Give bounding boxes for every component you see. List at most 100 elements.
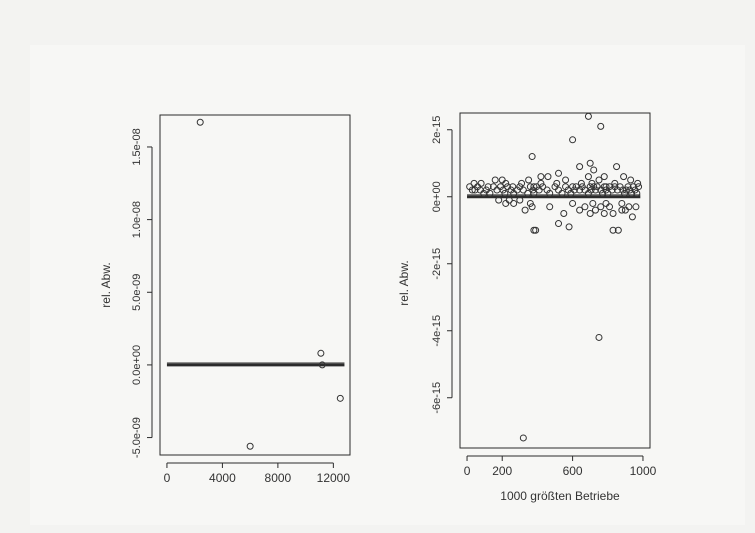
right-data-point [576, 163, 584, 171]
right-data-point [530, 183, 538, 191]
left-x-tick-label: 4000 [209, 471, 236, 485]
right-data-point [588, 179, 596, 187]
right-data-point [590, 166, 598, 174]
left-x-tick-label: 0 [164, 471, 171, 485]
right-data-point [569, 183, 577, 191]
left-data-point [246, 442, 254, 450]
right-data-point [619, 186, 627, 194]
right-data-point [635, 183, 643, 191]
right-data-point [555, 220, 563, 228]
right-x-axis-title: 1000 größten Betriebe [500, 489, 620, 503]
right-data-point [486, 189, 494, 197]
right-data-point [633, 189, 641, 197]
right-data-point [597, 122, 605, 130]
right-data-point [586, 183, 594, 191]
left-data-point [196, 118, 204, 126]
left-data-point [336, 394, 344, 402]
right-data-point [560, 210, 568, 217]
right-data-point [570, 186, 578, 194]
left-x-tick-label: 12000 [317, 471, 351, 485]
right-data-point [553, 179, 561, 187]
right-data-point [591, 186, 599, 194]
right-data-point [618, 206, 626, 214]
left-data-point [318, 361, 326, 369]
right-data-point [602, 183, 610, 191]
right-data-point [586, 159, 594, 167]
right-data-point [589, 199, 597, 207]
left-x-tick-label: 8000 [265, 471, 292, 485]
right-data-point [546, 203, 554, 211]
right-data-point [519, 434, 527, 442]
left-y-tick-label: 0.0e+00 [131, 345, 143, 385]
right-data-point [576, 206, 584, 214]
right-data-points [466, 112, 643, 442]
right-data-point [509, 183, 517, 191]
right-data-point [624, 183, 632, 191]
right-data-point [537, 179, 545, 187]
paper-area [30, 45, 745, 525]
right-data-point [618, 199, 626, 207]
right-data-point [491, 176, 499, 184]
right-data-point [562, 176, 570, 184]
right-y-axis: -6e-15 -4e-15 -2e-15 0e+00 2e-15 [431, 116, 453, 414]
right-data-point [609, 226, 617, 234]
right-y-axis-title: rel. Abw. [397, 260, 411, 305]
right-data-point [470, 179, 478, 187]
right-panel: 0 200 600 1000 -6e-15 -4e-15 -2e-15 0e+00 2e-15… [397, 112, 657, 503]
right-data-point [569, 136, 577, 144]
right-data-point [518, 179, 526, 187]
right-data-point [484, 183, 492, 191]
right-data-point [597, 203, 605, 211]
right-data-point [613, 163, 621, 171]
right-data-point [614, 226, 622, 234]
right-x-tick-label: 200 [492, 464, 512, 478]
right-data-point [546, 189, 554, 197]
right-data-point [539, 183, 547, 191]
right-data-point [591, 206, 599, 214]
right-data-point [530, 226, 538, 234]
right-data-point [537, 173, 545, 181]
right-data-point [519, 186, 527, 194]
left-y-tick-label: -5.0e-09 [131, 417, 143, 458]
right-data-point [510, 199, 518, 207]
right-data-point [595, 176, 603, 184]
right-data-point [477, 179, 485, 187]
left-y-tick-label: 5.0e-09 [131, 274, 143, 311]
right-data-point [584, 112, 592, 120]
right-data-point [521, 206, 529, 214]
right-data-point [625, 203, 633, 211]
right-data-point [569, 199, 577, 207]
left-y-axis-title: rel. Abw. [99, 262, 113, 307]
right-y-tick-label: 0e+00 [431, 181, 443, 212]
right-data-point [595, 333, 603, 341]
left-data-point [317, 349, 325, 357]
right-data-point [606, 203, 614, 211]
right-data-point [584, 173, 592, 181]
right-data-point [505, 196, 513, 204]
left-x-axis: 0 4000 8000 12000 [164, 462, 351, 485]
right-data-point [501, 189, 509, 197]
right-data-point [622, 186, 630, 194]
right-y-tick-label: -2e-15 [431, 248, 443, 280]
right-data-point [516, 196, 524, 204]
right-data-point [499, 186, 507, 194]
right-x-axis: 0 200 600 1000 [464, 455, 657, 478]
left-y-axis: -5.0e-09 0.0e+00 5.0e-09 1.0e-08 1.5e-08 [131, 128, 153, 458]
right-data-point [609, 210, 617, 217]
right-data-point [495, 196, 503, 204]
right-data-point [620, 173, 628, 181]
right-data-point [600, 210, 608, 217]
right-data-point [502, 179, 510, 187]
right-y-tick-label: 2e-15 [431, 116, 443, 144]
right-plot-frame [459, 112, 651, 449]
right-data-point [528, 203, 536, 211]
right-data-point [586, 210, 594, 217]
right-data-point [468, 186, 476, 194]
right-data-point [544, 173, 552, 181]
right-x-tick-label: 1000 [630, 464, 657, 478]
right-data-point [611, 179, 619, 187]
right-data-point [628, 213, 636, 221]
left-data-points [166, 118, 345, 450]
left-y-tick-label: 1.0e-08 [131, 201, 143, 238]
